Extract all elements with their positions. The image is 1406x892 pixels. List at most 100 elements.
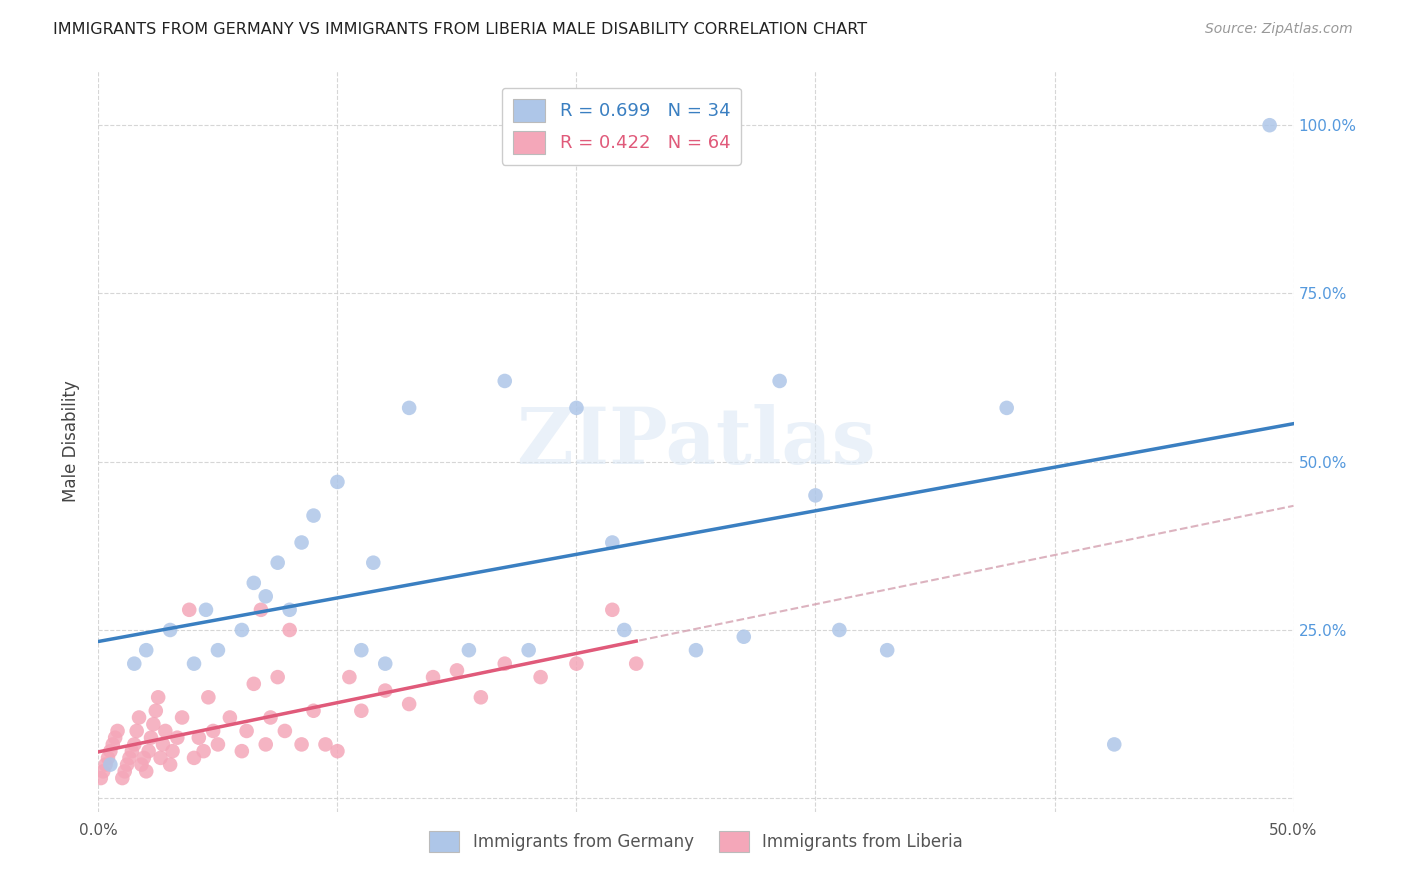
Point: [267, 670, 290, 684]
Point: [350, 643, 373, 657]
Point: [195, 603, 218, 617]
Point: [107, 723, 129, 738]
Point: [94, 757, 117, 772]
Point: [197, 690, 219, 705]
Point: [315, 738, 337, 752]
Point: [172, 710, 194, 724]
Point: [142, 717, 165, 731]
Point: [148, 690, 170, 705]
Point: [121, 744, 143, 758]
Point: [274, 723, 297, 738]
Point: [207, 643, 229, 657]
Point: [458, 643, 481, 657]
Point: [162, 744, 184, 758]
Point: [374, 683, 396, 698]
Point: [243, 677, 266, 691]
Point: [398, 697, 420, 711]
Point: [494, 657, 516, 671]
Point: [804, 488, 827, 502]
Point: [626, 657, 648, 671]
Text: ZIPatlas: ZIPatlas: [516, 403, 876, 480]
Point: [995, 401, 1018, 415]
Point: [733, 630, 755, 644]
Point: [114, 764, 136, 779]
Point: [768, 374, 790, 388]
Point: [267, 556, 290, 570]
Point: [202, 723, 225, 738]
Point: [145, 704, 167, 718]
Point: [111, 771, 134, 785]
Point: [259, 710, 281, 724]
Point: [183, 657, 205, 671]
Point: [326, 475, 349, 489]
Point: [398, 401, 420, 415]
Point: [166, 731, 188, 745]
Point: [135, 764, 157, 779]
Point: [125, 723, 148, 738]
Point: [243, 575, 266, 590]
Point: [254, 738, 277, 752]
Point: [124, 738, 146, 752]
Point: [350, 704, 373, 718]
Point: [193, 744, 215, 758]
Point: [565, 401, 588, 415]
Point: [254, 590, 277, 604]
Point: [326, 744, 349, 758]
Point: [685, 643, 707, 657]
Point: [530, 670, 553, 684]
Point: [302, 704, 325, 718]
Point: [291, 738, 314, 752]
Point: [132, 751, 155, 765]
Point: [183, 751, 205, 765]
Point: [138, 744, 160, 758]
Point: [363, 556, 385, 570]
Point: [124, 657, 146, 671]
Point: [422, 670, 444, 684]
Point: [613, 623, 636, 637]
Point: [231, 623, 253, 637]
Point: [278, 623, 301, 637]
Point: [98, 744, 122, 758]
Point: [98, 757, 122, 772]
Point: [155, 723, 177, 738]
Point: [159, 623, 181, 637]
Point: [128, 710, 150, 724]
Legend: Immigrants from Germany, Immigrants from Liberia: Immigrants from Germany, Immigrants from…: [423, 824, 969, 859]
Point: [250, 603, 273, 617]
Point: [231, 744, 253, 758]
Point: [90, 771, 112, 785]
Point: [602, 603, 624, 617]
Point: [828, 623, 851, 637]
Point: [446, 664, 468, 678]
Point: [517, 643, 540, 657]
Point: [470, 690, 492, 705]
Point: [1104, 738, 1126, 752]
Point: [152, 738, 174, 752]
Point: [131, 757, 153, 772]
Point: [159, 757, 181, 772]
Point: [135, 643, 157, 657]
Point: [278, 603, 301, 617]
Point: [104, 731, 127, 745]
Point: [302, 508, 325, 523]
Point: [1258, 118, 1281, 132]
Point: [149, 751, 172, 765]
Point: [876, 643, 898, 657]
Point: [91, 764, 114, 779]
Y-axis label: Male Disability: Male Disability: [62, 381, 80, 502]
Text: Source: ZipAtlas.com: Source: ZipAtlas.com: [1205, 22, 1353, 37]
Point: [207, 738, 229, 752]
Point: [187, 731, 209, 745]
Point: [339, 670, 361, 684]
Point: [565, 657, 588, 671]
Point: [291, 535, 314, 549]
Point: [97, 751, 120, 765]
Point: [235, 723, 257, 738]
Point: [139, 731, 162, 745]
Point: [179, 603, 201, 617]
Point: [219, 710, 242, 724]
Point: [115, 757, 138, 772]
Point: [494, 374, 516, 388]
Point: [118, 751, 141, 765]
Point: [602, 535, 624, 549]
